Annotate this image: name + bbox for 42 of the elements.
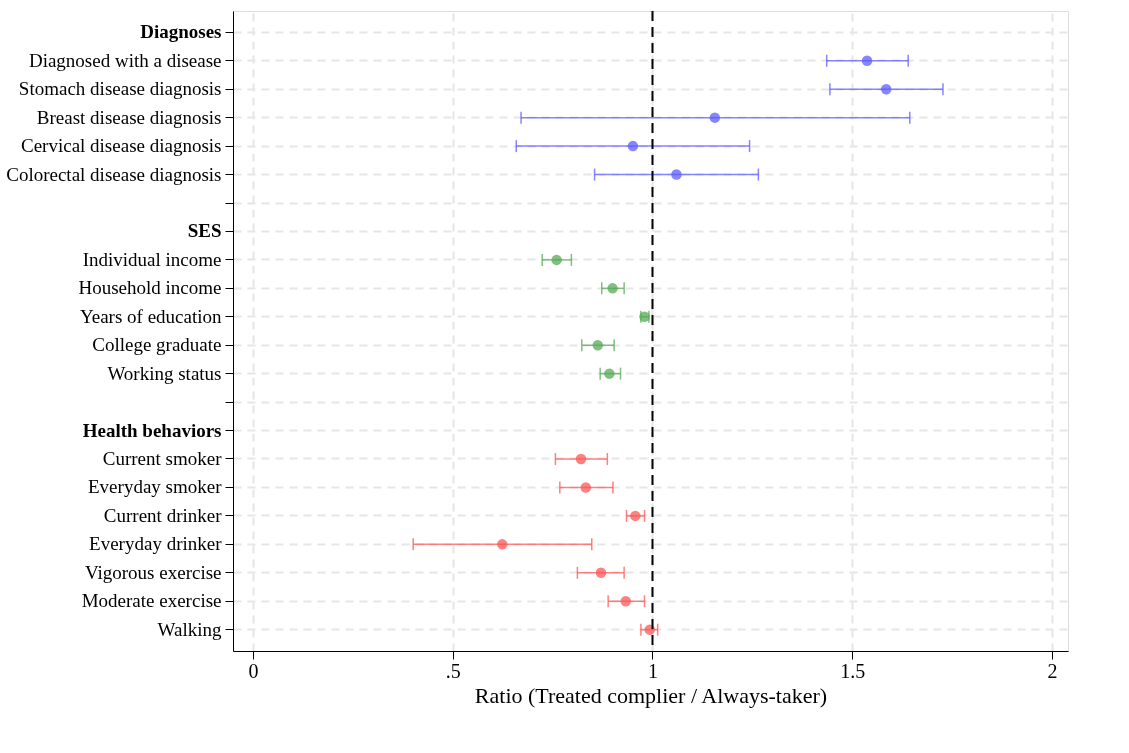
y-tick-label: Working status xyxy=(107,362,222,384)
y-tick-label: Years of education xyxy=(79,305,222,327)
point xyxy=(551,254,562,266)
y-tick-label: Colorectal disease diagnosis xyxy=(6,163,222,185)
point xyxy=(497,539,508,550)
y-tick-label: Cervical disease diagnosis xyxy=(20,135,222,157)
point xyxy=(592,339,604,351)
y-tick-label: Diagnoses xyxy=(140,21,222,43)
point xyxy=(595,567,607,579)
y-tick-label: College graduate xyxy=(92,334,222,356)
x-axis-title: Ratio (Treated complier / Always-taker) xyxy=(474,682,828,708)
point xyxy=(709,112,721,123)
point xyxy=(630,510,641,522)
y-tick-label: Diagnosed with a disease xyxy=(28,49,222,71)
point xyxy=(580,482,592,493)
x-tick-label: 0 xyxy=(248,659,259,682)
point xyxy=(604,368,615,379)
x-tick-label: .5 xyxy=(445,659,461,682)
point xyxy=(671,169,682,180)
y-tick-label: Everyday smoker xyxy=(88,476,223,498)
y-tick-label: Breast disease diagnosis xyxy=(36,106,222,128)
point xyxy=(627,140,639,152)
point xyxy=(575,453,587,465)
point xyxy=(644,624,655,635)
x-tick-label: 2 xyxy=(1047,659,1058,682)
y-tick-label: Current drinker xyxy=(103,504,223,526)
y-tick-label: Everyday drinker xyxy=(89,533,223,555)
y-tick-label: Walking xyxy=(157,618,222,640)
point xyxy=(861,55,873,67)
x-tick-label: 1 xyxy=(648,659,658,682)
y-tick-label: Vigorous exercise xyxy=(84,561,222,583)
y-tick-label: Moderate exercise xyxy=(81,590,222,612)
y-tick-label: Individual income xyxy=(82,248,222,270)
y-tick-label: Stomach disease diagnosis xyxy=(18,78,222,100)
point xyxy=(880,83,892,95)
x-tick-label: 1.5 xyxy=(840,659,866,682)
y-tick-label: Health behaviors xyxy=(82,419,222,441)
point xyxy=(607,283,618,294)
y-tick-label: Household income xyxy=(78,277,222,299)
y-tick-label: SES xyxy=(187,220,222,242)
point xyxy=(620,595,631,607)
y-tick-label: Current smoker xyxy=(102,448,223,469)
